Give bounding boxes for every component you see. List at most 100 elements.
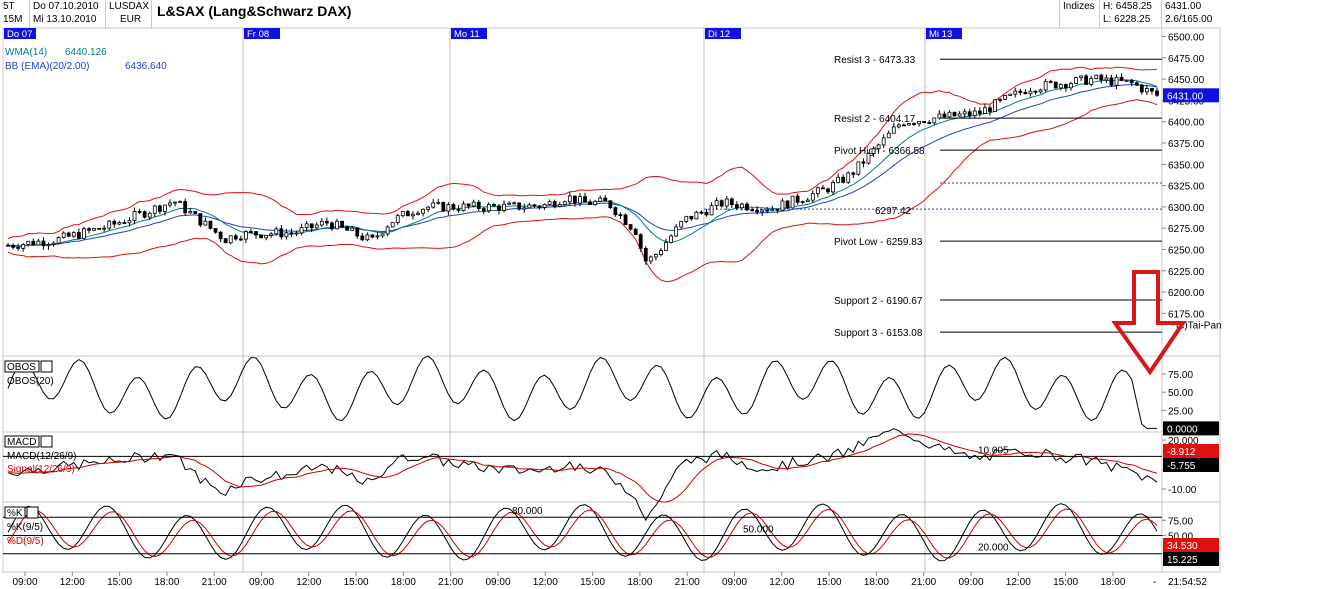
bb-upper-band	[7, 66, 1158, 239]
candle-body	[623, 214, 628, 226]
candle-body	[1104, 77, 1109, 81]
candle-body	[178, 201, 182, 203]
time-tick-label: 18:00	[391, 577, 416, 588]
price-candle	[147, 211, 152, 221]
price-tick-label: 6250.00	[1168, 246, 1205, 257]
price-candle	[340, 220, 344, 228]
candle-body	[26, 240, 31, 245]
price-candle	[573, 195, 577, 207]
candle-body	[87, 228, 91, 231]
price-candle	[552, 199, 557, 209]
price-candle	[664, 238, 668, 252]
price-candle	[193, 210, 198, 214]
price-candle	[492, 202, 496, 207]
price-candle	[836, 173, 841, 184]
current-time-label: 21:54:52	[1168, 577, 1207, 588]
price-candle	[846, 171, 851, 184]
price-candle	[1038, 88, 1043, 94]
price-candle	[623, 213, 628, 226]
day-label-text: Di 12	[708, 29, 730, 40]
macd-annotation: 10.005	[978, 445, 1009, 456]
price-candle	[593, 199, 598, 206]
obos-tick-label: 50.00	[1168, 388, 1193, 399]
price-candle	[188, 207, 193, 214]
source-code: LUSDAX	[109, 1, 150, 12]
interval-cell[interactable]: 5T 15M	[0, 0, 30, 28]
candle-body	[1155, 90, 1159, 96]
time-tick-label: 18:00	[1100, 577, 1125, 588]
price-candle	[152, 204, 157, 218]
candle-body	[542, 203, 547, 208]
last-price: 6431.00	[1165, 1, 1202, 12]
stoch-k-name: %K(9/5)	[7, 522, 43, 533]
price-candle	[1069, 81, 1073, 91]
price-candle	[345, 225, 350, 231]
price-candle	[785, 200, 790, 210]
candle-body	[684, 215, 689, 222]
candle-body	[932, 117, 937, 124]
price-candle	[988, 105, 992, 116]
candle-body	[41, 240, 46, 247]
price-candle	[740, 202, 744, 211]
price-candle	[831, 179, 835, 196]
price-candle	[238, 235, 243, 242]
price-tick-label: 6375.00	[1168, 139, 1205, 150]
price-candle	[841, 174, 846, 184]
candle-body	[132, 211, 137, 221]
candle-body	[1119, 76, 1124, 81]
price-candle	[405, 209, 410, 217]
candle-body	[112, 220, 117, 225]
day-label-text: Mo 11	[454, 29, 480, 40]
candle-body	[957, 113, 962, 117]
price-candle	[588, 199, 592, 205]
price-tick-label: 6225.00	[1168, 267, 1205, 278]
price-candle	[279, 225, 284, 240]
day-label-box	[705, 28, 741, 39]
price-candle	[669, 234, 673, 244]
candle-body	[694, 211, 699, 220]
price-candle	[1074, 76, 1078, 85]
price-candle	[1023, 89, 1028, 95]
price-candle	[31, 238, 36, 246]
candle-body	[198, 213, 203, 226]
candle-body	[431, 202, 436, 208]
price-candle	[41, 237, 46, 250]
candle-body	[557, 204, 562, 207]
time-tick-label: 09:00	[958, 577, 983, 588]
price-candle	[674, 224, 679, 237]
date-range-cell[interactable]: Do 07.10.2010 Mi 13.10.2010	[30, 0, 106, 28]
candle-body	[350, 227, 355, 231]
candle-body	[1058, 84, 1063, 89]
candle-body	[805, 199, 810, 202]
price-candle	[628, 223, 633, 231]
price-candle	[481, 206, 486, 215]
price-candle	[1139, 83, 1144, 95]
price-candle	[1033, 90, 1038, 95]
price-candle	[431, 198, 436, 209]
candle-body	[947, 111, 952, 118]
candle-body	[365, 234, 370, 241]
price-candle	[370, 234, 375, 239]
bb-lower-band	[7, 99, 1158, 283]
candle-body	[881, 137, 886, 146]
candle-body	[613, 207, 618, 216]
candle-body	[142, 211, 147, 218]
candle-body	[689, 215, 694, 220]
candle-body	[208, 220, 213, 229]
signal-series-name: Signal(12/26/9)	[7, 464, 75, 475]
candle-body	[375, 235, 380, 238]
price-candle	[638, 233, 643, 252]
price-candle	[299, 223, 304, 236]
candle-body	[537, 205, 542, 208]
price-candle	[294, 230, 299, 236]
candle-body	[1063, 84, 1068, 89]
candle-body	[502, 203, 506, 211]
price-candle	[598, 195, 603, 202]
candle-body	[264, 234, 269, 239]
price-candle	[1053, 81, 1058, 89]
candle-body	[436, 201, 441, 204]
candle-body	[972, 110, 977, 117]
candle-body	[1069, 83, 1073, 89]
candle-body	[608, 200, 613, 208]
price-candle	[907, 122, 911, 126]
